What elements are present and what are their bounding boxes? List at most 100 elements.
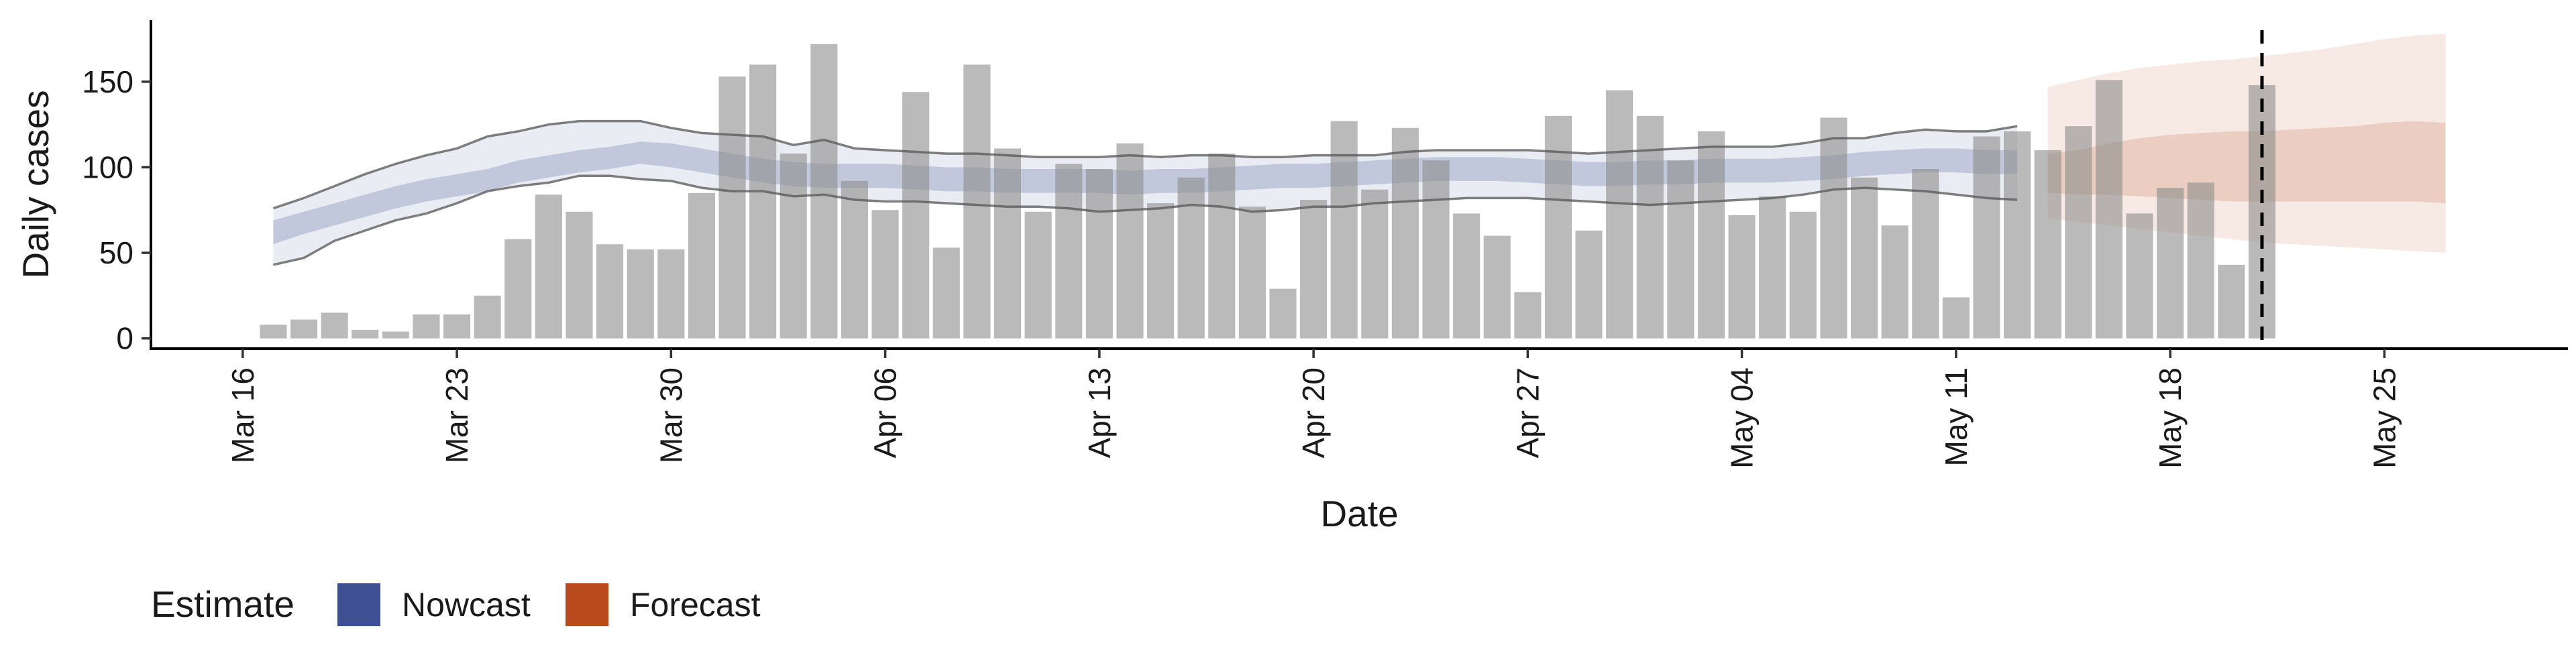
case-bar [1514, 292, 1542, 339]
y-axis-title: Daily cases [15, 90, 56, 278]
case-bar [1851, 177, 1878, 339]
legend: Estimate Nowcast Forecast [151, 583, 761, 626]
y-tick-label: 100 [82, 150, 133, 184]
case-bar [994, 148, 1021, 339]
legend-label: Forecast [630, 586, 761, 624]
case-bar [321, 312, 348, 339]
legend-swatch [566, 583, 608, 626]
daily-case-bars [260, 44, 2275, 339]
case-bar [810, 44, 838, 339]
case-bar [932, 247, 960, 339]
case-bar [2126, 213, 2153, 339]
nowcast-outer-band [273, 121, 2018, 265]
case-bar [902, 92, 930, 339]
case-bar [1667, 160, 1695, 339]
case-bar [504, 239, 532, 339]
case-bar [443, 314, 471, 339]
case-bar [1912, 169, 1939, 339]
case-bar [260, 325, 287, 339]
case-bar [718, 76, 746, 339]
x-tick-label: Apr 27 [1510, 367, 1545, 459]
case-bar [1238, 207, 1266, 339]
case-bar [963, 64, 991, 339]
case-bar [1330, 121, 1358, 339]
case-bar [1300, 200, 1328, 339]
x-tick-label: Apr 20 [1296, 367, 1331, 459]
x-tick-label: Mar 23 [439, 367, 474, 463]
estimate-bands [273, 34, 2446, 265]
x-tick-label: May 25 [2367, 367, 2402, 469]
case-bar [2218, 264, 2245, 339]
y-tick-label: 0 [116, 321, 133, 356]
case-bar [1269, 288, 1297, 339]
legend-title: Estimate [151, 583, 294, 625]
nowcast-upper-line [272, 119, 2018, 210]
case-bar [413, 314, 440, 339]
case-bar [2065, 126, 2092, 339]
legend-swatch [337, 583, 380, 626]
case-bar [1147, 203, 1175, 339]
forecast-outer-band [2047, 34, 2446, 253]
case-bar [841, 180, 868, 339]
case-bar [1361, 189, 1389, 339]
case-bar [1575, 230, 1603, 339]
case-bar [1055, 164, 1083, 339]
case-bar [290, 319, 318, 339]
case-bar [780, 154, 807, 339]
case-bar [1116, 143, 1144, 339]
case-bar [1636, 115, 1664, 339]
case-bar [2095, 80, 2123, 339]
case-bar [2034, 150, 2061, 339]
case-bar [596, 244, 624, 339]
x-tick-label: Apr 13 [1082, 367, 1117, 459]
nowcast-inner-band [273, 141, 2018, 245]
x-tick-label: Mar 30 [653, 367, 688, 463]
axes: 0 50 100 150 Mar 16 Mar 23 Mar 30 Apr 06 Apr 13 A… [15, 20, 2568, 534]
x-tick-label: May 04 [1725, 367, 1760, 469]
case-bar [1208, 154, 1236, 339]
estimate-lines [272, 30, 2264, 349]
case-bar [1881, 225, 1909, 339]
case-bar [1697, 131, 1725, 339]
case-bar [382, 331, 409, 339]
case-bar [688, 192, 715, 339]
case-bar [1606, 90, 1633, 339]
case-bar [1391, 127, 1419, 339]
forecast-inner-band [2047, 121, 2446, 204]
case-bar [871, 210, 899, 339]
case-bar [1789, 211, 1817, 339]
case-bar [2004, 131, 2031, 339]
case-bar [1177, 177, 1205, 339]
x-tick-label: Mar 16 [225, 367, 260, 463]
case-bar [2187, 182, 2214, 339]
case-bar [1024, 211, 1052, 339]
y-tick-label: 50 [99, 235, 133, 270]
case-bar [566, 211, 593, 339]
legend-label: Nowcast [402, 586, 531, 624]
nowcast-lower-line [273, 174, 2018, 266]
case-bar [1973, 136, 2000, 339]
case-bar [2157, 188, 2184, 339]
x-axis-title: Date [1320, 493, 1398, 534]
y-tick-label: 150 [82, 64, 133, 99]
case-bar [1544, 115, 1572, 339]
case-bar [352, 329, 379, 339]
case-bar [1820, 117, 1847, 339]
case-bar [1483, 235, 1511, 339]
case-bar [1728, 215, 1756, 339]
case-bar [1422, 160, 1450, 339]
case-bar [474, 295, 501, 339]
case-bar [1085, 169, 1113, 339]
case-bar [749, 64, 777, 339]
case-bar [1453, 213, 1481, 339]
x-tick-label: May 18 [2153, 367, 2188, 469]
x-tick-label: Apr 06 [868, 367, 903, 459]
case-bar [627, 249, 654, 339]
case-bar [1759, 196, 1786, 339]
case-bar [1942, 297, 1970, 339]
case-bar [535, 194, 562, 339]
x-tick-label: May 11 [1939, 367, 1974, 466]
case-bar [657, 249, 685, 339]
